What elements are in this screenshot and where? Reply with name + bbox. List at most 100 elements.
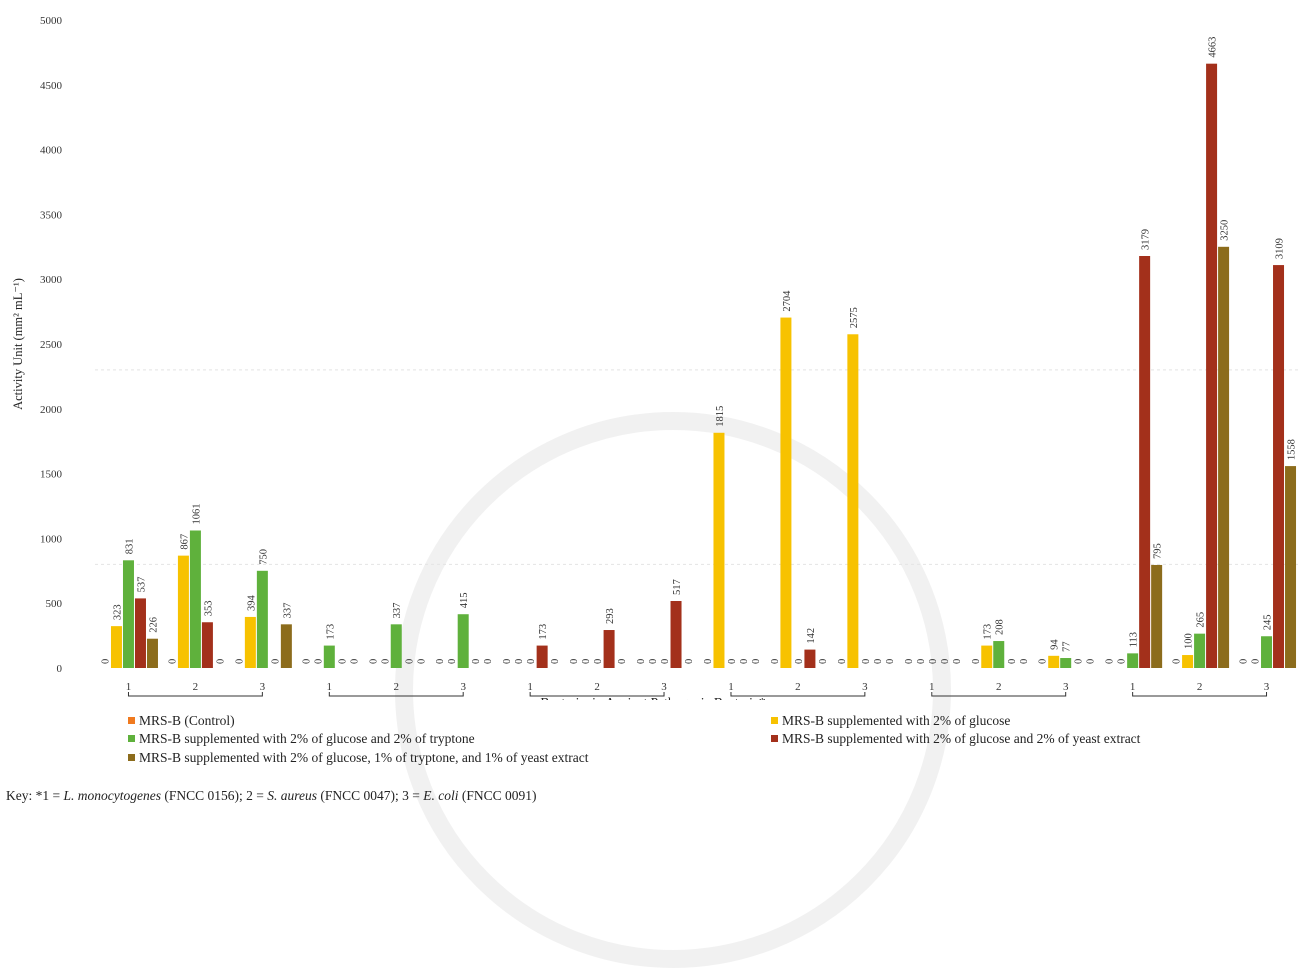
group-label: C23 — [588, 699, 606, 700]
key-note: Key: *1 = L. monocytogenes (FNCC 0156); … — [6, 788, 536, 804]
data-label: 0 — [502, 659, 513, 664]
data-label: 0 — [916, 659, 927, 664]
data-label: 0 — [301, 659, 312, 664]
data-label: 0 — [703, 659, 714, 664]
data-label: 0 — [404, 659, 415, 664]
data-label: 293 — [605, 608, 616, 624]
data-label: 0 — [435, 659, 446, 664]
data-label: 0 — [550, 659, 561, 664]
data-label: 0 — [751, 659, 762, 664]
data-label: 0 — [818, 659, 829, 664]
data-label: 2575 — [849, 307, 860, 328]
data-label: 0 — [952, 659, 963, 664]
data-label: 0 — [514, 659, 525, 664]
data-label: 3250 — [1220, 220, 1231, 241]
key-organism-3: E. coli — [423, 788, 459, 803]
data-label: 795 — [1153, 543, 1164, 559]
data-label: 0 — [940, 659, 951, 664]
data-label: 100 — [1184, 633, 1195, 649]
bar — [146, 638, 158, 668]
bar — [1285, 466, 1297, 668]
data-label: 831 — [124, 539, 135, 555]
data-label: 0 — [904, 659, 915, 664]
data-label: 2704 — [782, 290, 793, 312]
key-organism-1: L. monocytogenes — [63, 788, 161, 803]
data-label: 113 — [1129, 632, 1140, 647]
bar — [981, 645, 993, 668]
legend-label-glucose-tryptone: MRS-B supplemented with 2% of glucose an… — [139, 731, 475, 746]
x-tick-label: 2 — [394, 681, 400, 693]
data-label: 517 — [672, 579, 683, 595]
data-label: 867 — [179, 534, 190, 550]
data-label: 0 — [569, 659, 580, 664]
y-tick-label: 4500 — [40, 80, 63, 92]
data-label: 0 — [368, 659, 379, 664]
data-label: 0 — [1239, 659, 1250, 664]
x-tick-label: 2 — [996, 681, 1002, 693]
data-label: 0 — [234, 659, 245, 664]
data-label: 0 — [1086, 659, 1097, 664]
data-label: 0 — [447, 659, 458, 664]
x-tick-label: 1 — [728, 681, 734, 693]
data-label: 415 — [459, 592, 470, 608]
legend-swatch-glucose-yeast — [771, 735, 778, 743]
data-label: 0 — [1007, 659, 1018, 664]
data-label: 0 — [971, 659, 982, 664]
data-label: 323 — [112, 604, 123, 620]
group-bracket — [529, 692, 665, 697]
bar — [1194, 633, 1206, 668]
data-label: 0 — [684, 659, 695, 664]
bar — [804, 649, 816, 668]
bar — [1048, 655, 1060, 668]
legend-item-glucose: MRS-B supplemented with 2% of glucose — [771, 712, 1010, 730]
data-label: 394 — [246, 594, 257, 611]
legend-label-glucose-tryptone-yeast: MRS-B supplemented with 2% of glucose, 1… — [139, 750, 589, 765]
y-tick-label: 5000 — [40, 15, 63, 27]
data-label: 173 — [538, 624, 549, 640]
group-bracket — [931, 692, 1067, 697]
bar — [256, 570, 268, 668]
y-tick-label: 500 — [46, 598, 63, 610]
group-label: D11 — [789, 699, 807, 700]
data-label: 0 — [215, 659, 226, 664]
y-tick-label: 3000 — [40, 274, 63, 286]
group-label: D20 — [990, 699, 1008, 700]
group-bracket — [127, 692, 263, 697]
bar — [189, 530, 201, 668]
data-label: 208 — [995, 619, 1006, 635]
legend-swatch-control — [128, 717, 135, 725]
data-label: 0 — [727, 659, 738, 664]
bar — [713, 432, 725, 668]
data-label: 0 — [380, 659, 391, 664]
data-label: 173 — [983, 624, 994, 640]
legend-label-glucose: MRS-B supplemented with 2% of glucose — [782, 713, 1011, 728]
bar — [847, 334, 859, 668]
data-label: 0 — [861, 659, 872, 664]
legend-label-control: MRS-B (Control) — [139, 713, 235, 728]
data-label: 3179 — [1141, 229, 1152, 250]
x-tick-label: 1 — [1130, 681, 1136, 693]
data-label: 3109 — [1275, 238, 1286, 259]
bar — [603, 630, 615, 668]
bar — [244, 616, 256, 668]
data-label: 0 — [636, 659, 647, 664]
key-code-3: (FNCC 0091) — [458, 788, 537, 803]
x-tick-label: 2 — [193, 681, 199, 693]
bar — [670, 600, 682, 668]
y-tick-label: 2000 — [40, 404, 63, 416]
data-label: 0 — [837, 659, 848, 664]
x-tick-label: 1 — [327, 681, 333, 693]
data-label: 353 — [203, 601, 214, 617]
bar — [122, 560, 134, 668]
legend-item-glucose-yeast: MRS-B supplemented with 2% of glucose an… — [771, 730, 1140, 748]
data-label: 0 — [471, 659, 482, 664]
legend-item-control: MRS-B (Control) — [128, 712, 235, 730]
x-tick-label: 3 — [460, 681, 466, 693]
data-label: 0 — [1105, 659, 1116, 664]
legend-label-glucose-yeast: MRS-B supplemented with 2% of glucose an… — [782, 731, 1141, 746]
x-axis-label: Bacteriocin Against Pathogenic Bacteria* — [540, 695, 766, 700]
data-label: 0 — [313, 659, 324, 664]
data-label: 0 — [648, 659, 659, 664]
bar — [536, 645, 548, 668]
data-label: 537 — [136, 577, 147, 593]
